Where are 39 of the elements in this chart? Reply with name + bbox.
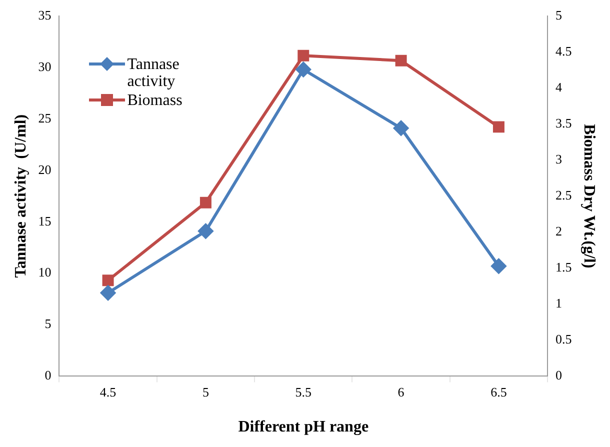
y2-tick-label: 1.5: [556, 260, 572, 275]
y-tick-label: 35: [38, 7, 52, 22]
point: [298, 50, 310, 62]
point: [394, 120, 409, 136]
y2-tick-label: 0.5: [556, 332, 572, 347]
y2-tick-label: 4: [556, 79, 563, 94]
y2-tick-label: 3: [556, 152, 562, 166]
x-tick-label: 5.5: [295, 384, 312, 400]
x-tick-label: 6.5: [490, 384, 507, 400]
point: [198, 224, 214, 239]
y2-tick-label: 3.5: [556, 115, 572, 130]
point: [102, 274, 114, 286]
y-tick-label: 0: [44, 368, 52, 383]
point: [296, 62, 311, 78]
x-tick-label: 4.5: [100, 384, 116, 400]
y-tick-label: 25: [38, 110, 52, 126]
x-tick-label: 6: [398, 384, 405, 400]
point: [492, 121, 504, 133]
point: [395, 54, 407, 66]
x-tick-label: 5: [202, 384, 209, 400]
y2-axis-title: Biomass Dry Wt.(g/l): [580, 124, 598, 268]
y2-tick-label: 2: [556, 224, 562, 239]
y2-tick-label: 1: [556, 296, 562, 311]
y-axis-title: Tannase activity (U/ml): [12, 114, 30, 278]
legend-label: Biomass: [127, 92, 184, 109]
point: [491, 258, 506, 274]
point: [100, 285, 116, 300]
y2-tick-label: 0: [556, 368, 562, 383]
legend-label: Tannase activity: [127, 56, 180, 90]
y2-tick-label: 4.5: [556, 43, 572, 58]
y-tick-label: 30: [38, 58, 52, 74]
x-axis-title: Different pH range: [238, 418, 369, 436]
point: [200, 196, 212, 208]
y2-tick-label: 2.5: [556, 188, 572, 203]
y-tick-label: 15: [38, 213, 52, 228]
y-tick-label: 5: [44, 316, 52, 332]
y2-tick-label: 5: [556, 7, 562, 22]
y-tick-label: 20: [38, 162, 52, 177]
y-tick-label: 10: [38, 264, 52, 280]
